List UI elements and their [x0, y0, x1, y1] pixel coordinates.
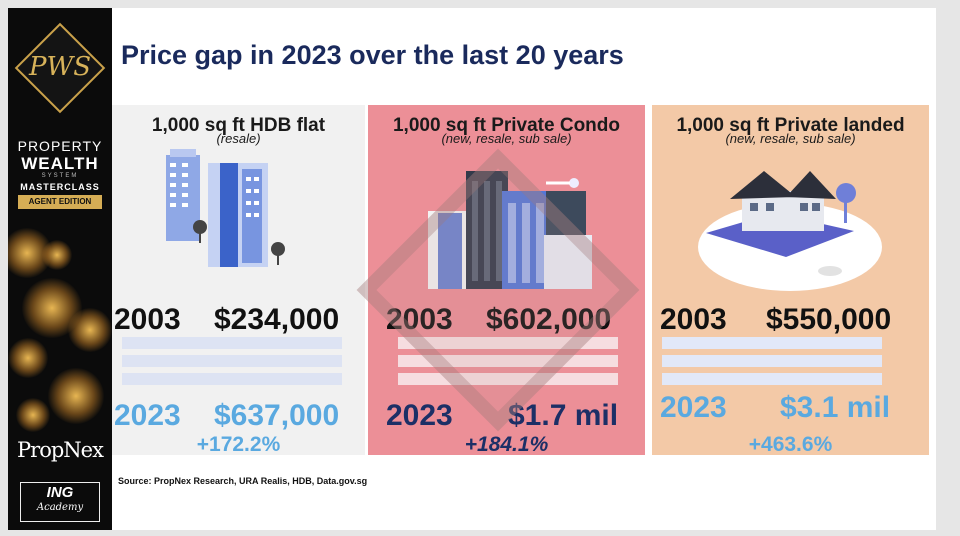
- logo-initials: PWS: [28, 52, 92, 82]
- brand-system: SYSTEM: [41, 173, 79, 179]
- brand-wealth: WEALTH: [21, 154, 99, 173]
- arrow-band: [662, 373, 882, 385]
- percent-change: +463.6%: [748, 433, 833, 455]
- panel-subtitle: (new, resale, sub sale): [725, 131, 856, 146]
- bokeh-light: [42, 240, 72, 270]
- price-2003: $602,000: [486, 303, 612, 336]
- arrow-band: [122, 337, 342, 349]
- arrow-band: [122, 373, 342, 385]
- hdb-buildings-icon: [166, 149, 285, 267]
- percent-change: +172.2%: [196, 433, 281, 455]
- arrow-band: [398, 373, 618, 385]
- brand-property: PROPERTY: [17, 138, 103, 154]
- ing-title: ING: [46, 484, 74, 501]
- year-2023: 2023: [114, 399, 181, 432]
- bokeh-light: [16, 398, 50, 432]
- year-2003: 2003: [660, 303, 727, 336]
- brand-masterclass: MASTERCLASS: [20, 182, 100, 192]
- source-note: Source: PropNex Research, URA Realis, HD…: [118, 476, 368, 486]
- panel-landed: 1,000 sq ft Private landed (new, resale,…: [652, 105, 929, 455]
- panel-title: 1,000 sq ft HDB flat: [151, 115, 326, 136]
- propnex-logo: PropNex: [17, 438, 104, 462]
- arrow-band: [122, 355, 342, 367]
- arrow-band: [662, 355, 882, 367]
- panel-condo: 1,000 sq ft Private Condo (new, resale, …: [368, 105, 645, 455]
- bokeh-light: [68, 308, 112, 352]
- price-2023: $637,000: [214, 399, 340, 432]
- bokeh-light: [48, 368, 104, 424]
- ing-subtitle: Academy: [36, 502, 84, 513]
- percent-change: +184.1%: [464, 433, 549, 455]
- condo-skyline-icon: [428, 171, 592, 289]
- bokeh-light: [8, 338, 48, 378]
- price-2003: $550,000: [766, 303, 892, 336]
- ing-academy-logo: ING Academy: [20, 482, 100, 522]
- year-2023: 2023: [660, 391, 727, 424]
- price-2023: $1.7 mil: [508, 399, 619, 432]
- page-title: Price gap in 2023 over the last 20 years: [121, 40, 624, 70]
- sidebar: PWS PROPERTY WEALTH SYSTEM MASTERCLASS A…: [8, 8, 112, 530]
- panel-title: 1,000 sq ft Private Condo: [392, 115, 620, 136]
- landed-house-icon: [698, 171, 882, 291]
- panel-title: 1,000 sq ft Private landed: [676, 115, 905, 136]
- year-2023: 2023: [386, 399, 453, 432]
- price-2023: $3.1 mil: [780, 391, 891, 424]
- agent-edition-badge: AGENT EDITION: [18, 195, 102, 209]
- price-2003: $234,000: [214, 303, 340, 336]
- year-2003: 2003: [386, 303, 453, 336]
- panel-hdb: 1,000 sq ft HDB flat (resale) 2003 $234,…: [112, 105, 365, 455]
- arrow-band: [662, 337, 882, 349]
- arrow-band: [398, 337, 618, 349]
- arrow-band: [398, 355, 618, 367]
- year-2003: 2003: [114, 303, 181, 336]
- panel-subtitle: (resale): [216, 131, 261, 146]
- panel-subtitle: (new, resale, sub sale): [441, 131, 572, 146]
